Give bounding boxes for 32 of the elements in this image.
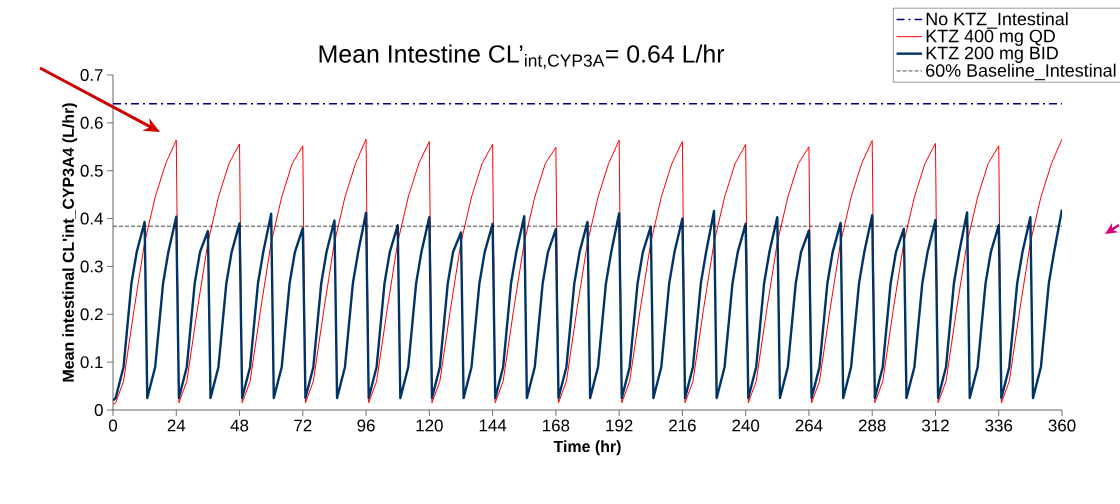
x-tick-label: 360: [1048, 419, 1076, 432]
y-tick-label: 0.4: [80, 212, 103, 225]
x-tick-label: 24: [167, 419, 186, 432]
y-tick-label: 0.3: [80, 260, 103, 273]
x-tick-label: 264: [795, 419, 823, 432]
chart-title: Mean Intestine CL’$_{int,CYP3A}$= 0.64 L/hr: [319, 44, 725, 69]
x-tick-label: 0: [108, 419, 118, 432]
x-tick-label: 240: [732, 419, 760, 432]
x-tick-label: 168: [543, 419, 570, 432]
y-tick-label: 0.5: [80, 164, 103, 177]
y-tick-label: 0.6: [80, 116, 103, 129]
line-series: [113, 208, 1063, 402]
x-axis-title: Time (hr): [553, 440, 621, 456]
x-tick-label: 216: [669, 419, 696, 432]
legend-label: KTZ 200 mg BID: [926, 46, 1058, 63]
y-axis-title: Mean intestinal CL'int_CYP3A4 (L/hr): [62, 103, 78, 382]
legend-label: No KTZ_Intestinal: [926, 12, 1068, 29]
y-tick-label: 0.1: [80, 356, 103, 369]
legend-label: 60% Baseline_Intestinal: [926, 63, 1116, 81]
x-tick-label: 288: [858, 419, 886, 432]
legend-label: KTZ 400 mg QD: [926, 29, 1055, 46]
x-tick-label: 144: [479, 419, 507, 432]
x-tick-label: 48: [230, 419, 249, 432]
x-tick-label: 72: [294, 419, 312, 432]
y-tick-label: 0.7: [80, 69, 103, 81]
x-tick-label: 120: [416, 419, 443, 432]
x-tick-label: 192: [606, 419, 633, 432]
y-tick-label: 0.2: [80, 308, 103, 321]
y-tick-label: 0: [94, 404, 103, 416]
x-tick-label: 336: [985, 419, 1013, 432]
x-tick-label: 96: [357, 419, 375, 432]
x-tick-label: 312: [921, 419, 949, 432]
